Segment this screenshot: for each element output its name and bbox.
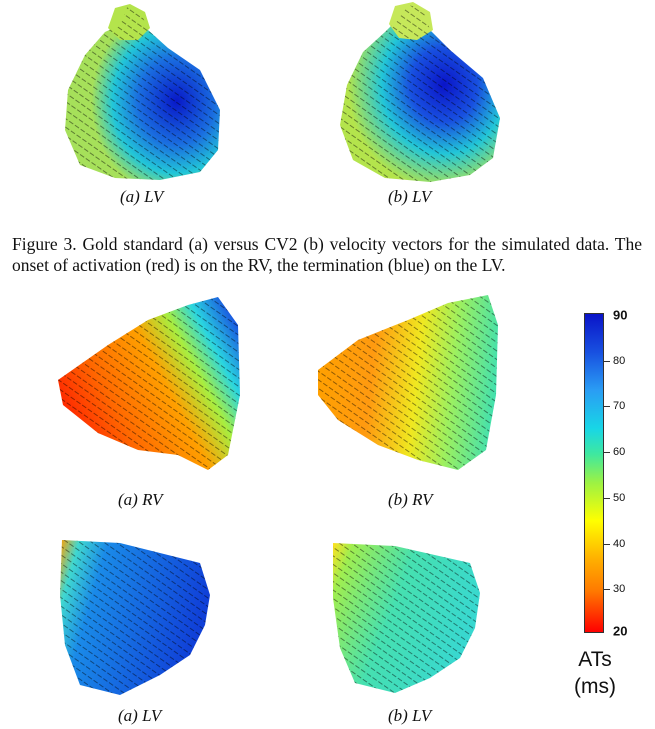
heart-map-b-rv — [298, 285, 508, 475]
heart-map-b-lv-top — [335, 0, 505, 185]
colorbar-tick-label: 30 — [613, 583, 626, 595]
colorbar-tick — [604, 361, 610, 362]
colorbar-tick — [604, 498, 610, 499]
colorbar-tick — [604, 452, 610, 453]
heart-map-b-lv-bottom — [325, 538, 495, 698]
colorbar-tick — [604, 544, 610, 545]
colorbar-title: ATs — [578, 648, 612, 671]
heart-map-a-lv-top — [60, 0, 230, 185]
panel-label-top-right: (b) LV — [388, 187, 432, 206]
colorbar-tick-label: 80 — [613, 355, 626, 367]
colorbar-tick-label: 50 — [613, 492, 626, 504]
heart-map-a-lv-bottom — [50, 535, 220, 700]
panel-label-top-left: (a) LV — [120, 187, 164, 206]
colorbar-tick-label: 70 — [613, 400, 626, 412]
colorbar-tick — [604, 406, 610, 407]
colorbar-tick-label: 60 — [613, 446, 626, 458]
colorbar-tick — [604, 589, 610, 590]
panel-label-middle-right: (b) RV — [388, 490, 433, 509]
colorbar-max-label: 90 — [613, 307, 628, 323]
panel-label-bottom-left: (a) LV — [118, 706, 162, 725]
colorbar — [584, 313, 604, 633]
panel-label-bottom-right: (b) LV — [388, 706, 432, 725]
colorbar-min-label: 20 — [613, 623, 628, 639]
figure-caption: Figure 3. Gold standard (a) versus CV2 (… — [12, 234, 642, 275]
colorbar-tick-label: 40 — [613, 538, 626, 550]
colorbar-unit: (ms) — [574, 675, 616, 698]
heart-map-a-rv — [38, 285, 248, 475]
panel-label-middle-left: (a) RV — [118, 490, 163, 509]
